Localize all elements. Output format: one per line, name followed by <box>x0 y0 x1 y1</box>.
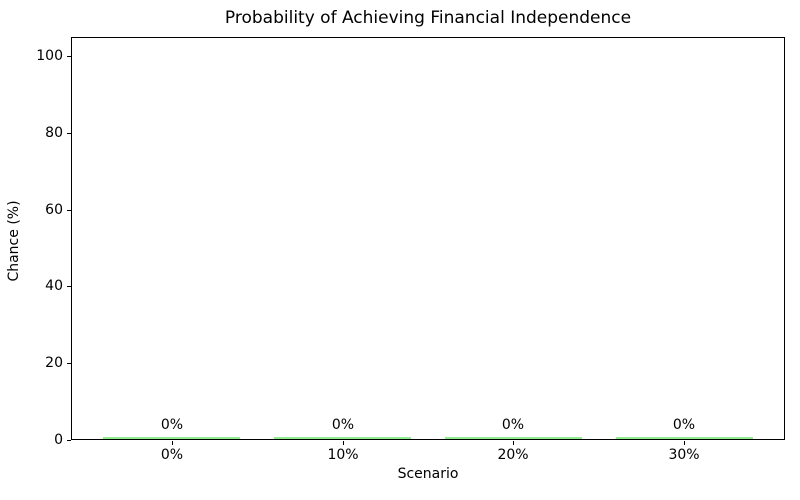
y-tick-label: 40 <box>45 278 63 294</box>
x-axis-label: Scenario <box>397 466 459 482</box>
plot-area <box>71 37 785 440</box>
x-tick <box>343 441 344 445</box>
bar <box>445 437 582 439</box>
x-tick-label: 0% <box>160 447 184 463</box>
bar-value-label: 0% <box>501 417 525 433</box>
y-tick-label: 80 <box>45 125 63 141</box>
chart-title: Probability of Achieving Financial Indep… <box>224 8 632 28</box>
y-tick-label: 0 <box>54 432 63 448</box>
y-tick <box>67 56 71 57</box>
y-tick <box>67 440 71 441</box>
x-tick <box>684 441 685 445</box>
bar-value-label: 0% <box>331 417 355 433</box>
y-tick-label: 60 <box>45 202 63 218</box>
x-tick-label: 30% <box>668 447 700 463</box>
x-tick-label: 10% <box>327 447 359 463</box>
x-tick <box>513 441 514 445</box>
x-tick <box>172 441 173 445</box>
x-tick-label: 20% <box>497 447 529 463</box>
y-tick <box>67 210 71 211</box>
y-tick <box>67 133 71 134</box>
bar <box>274 437 411 439</box>
y-tick <box>67 286 71 287</box>
bar <box>103 437 240 439</box>
bar <box>616 437 753 439</box>
y-tick <box>67 363 71 364</box>
y-tick-label: 100 <box>36 48 63 64</box>
bar-value-label: 0% <box>672 417 696 433</box>
y-tick-label: 20 <box>45 355 63 371</box>
bar-value-label: 0% <box>160 417 184 433</box>
